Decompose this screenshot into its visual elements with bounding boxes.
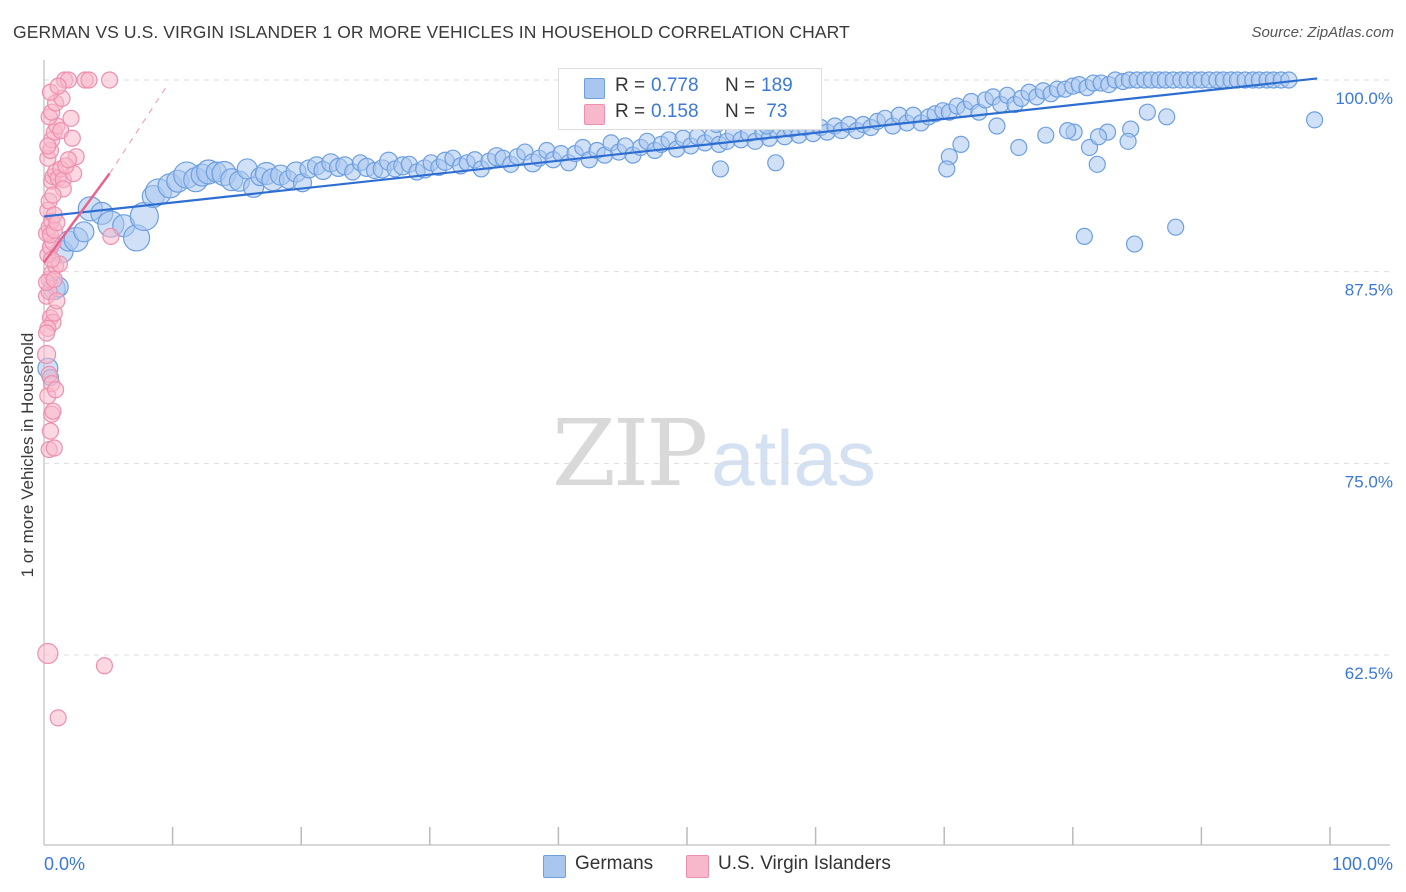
virgin-islander-point <box>95 657 114 675</box>
german-point <box>73 221 95 243</box>
series-label-virgin-islanders: U.S. Virgin Islanders <box>718 853 891 874</box>
german-point <box>1010 138 1028 157</box>
virgin-islander-point <box>36 344 57 365</box>
watermark-atlas: atlas <box>711 414 876 502</box>
german-point <box>1088 155 1106 173</box>
virgin-islander-point <box>100 71 119 89</box>
x-tick-label: 0.0% <box>44 854 85 874</box>
legend-n-label: N = <box>725 75 756 96</box>
virgin-islander-point <box>37 324 56 342</box>
virgin-islanders-trend-extension <box>109 82 170 174</box>
virgin-islander-point <box>102 227 120 245</box>
virgin-islander-point <box>59 151 78 169</box>
germans-points <box>37 71 1324 387</box>
y-axis-title: 1 or more Vehicles in Household <box>18 333 37 578</box>
german-point <box>1059 122 1077 140</box>
series-label-germans: Germans <box>575 853 654 874</box>
virgin-islander-point <box>37 642 59 665</box>
virgin-islander-point <box>45 270 63 288</box>
german-point <box>1075 227 1093 245</box>
legend-r-label: R = <box>615 101 646 122</box>
german-point <box>767 154 785 172</box>
german-point <box>1158 108 1176 126</box>
virgin-islander-point <box>45 439 63 457</box>
legend-n-value: 73 <box>761 101 788 122</box>
series-swatch-germans <box>543 855 566 878</box>
german-point <box>1138 103 1156 121</box>
watermark-zip: ZIP <box>552 400 708 507</box>
virgin-islander-point <box>49 709 67 727</box>
source-credit: Source: ZipAtlas.com <box>1251 24 1394 41</box>
virgin-islander-point <box>39 137 57 155</box>
german-point <box>1305 111 1324 129</box>
german-point <box>1167 218 1185 236</box>
trend-lines <box>42 77 1318 264</box>
series-swatch-virgin-islanders <box>686 855 709 878</box>
german-point <box>938 160 956 178</box>
german-point <box>952 135 970 153</box>
germans-trend-line <box>43 77 1318 218</box>
virgin-islanders-points <box>36 71 120 727</box>
virgin-islanders-trend-line <box>42 172 111 264</box>
y-tick-label: 87.5% <box>1345 281 1393 300</box>
legend-n-value: 189 <box>761 75 793 96</box>
german-point <box>1089 128 1108 146</box>
x-tick-label: 100.0% <box>1332 854 1393 874</box>
virgin-islander-point <box>44 186 62 204</box>
virgin-islander-point <box>62 109 80 127</box>
virgin-islander-point <box>48 292 66 310</box>
virgin-islander-point <box>80 71 98 89</box>
virgin-islander-point <box>49 77 67 95</box>
german-point <box>1037 126 1055 144</box>
y-tick-label: 100.0% <box>1335 89 1393 108</box>
virgin-islander-point <box>41 422 60 440</box>
virgin-islander-point <box>48 214 66 232</box>
y-tick-label: 62.5% <box>1345 664 1393 683</box>
virgin-islander-point <box>44 402 62 420</box>
correlation-legend: R = 0.778 N = 189 R = 0.158 N = 73 <box>558 68 822 130</box>
legend-swatch-germans <box>584 78 605 99</box>
german-point <box>988 117 1006 135</box>
german-point <box>1125 235 1144 253</box>
y-tick-label: 75.0% <box>1345 472 1393 491</box>
legend-swatch-virgin-islanders <box>584 104 605 125</box>
watermark: ZIPatlas <box>552 400 876 507</box>
german-point <box>711 160 730 178</box>
virgin-islander-point <box>46 381 65 399</box>
legend-r-label: R = <box>615 75 646 96</box>
german-point <box>1119 132 1137 150</box>
legend-r-value: 0.158 <box>651 101 699 122</box>
chart-title: GERMAN VS U.S. VIRGIN ISLANDER 1 OR MORE… <box>13 22 850 42</box>
virgin-islander-point <box>63 129 81 147</box>
tick-labels: 100.0% 87.5% 75.0% 62.5% 0.0% 100.0% 1 or more… <box>18 89 1393 874</box>
legend-r-value: 0.778 <box>651 75 699 96</box>
legend-n-label: N = <box>725 101 756 122</box>
